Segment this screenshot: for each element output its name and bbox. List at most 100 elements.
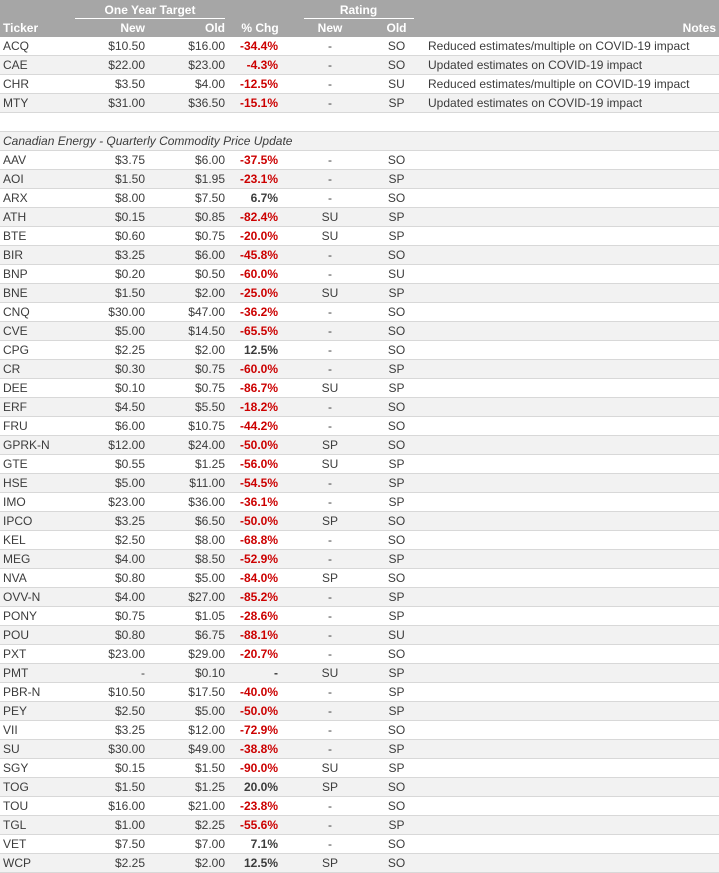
table-row: ACQ $10.50 $16.00 -34.4% - SO Reduced estimate… [0,37,719,56]
pct-change-cell: -15.1% [228,93,292,113]
target-new-cell: $1.50 [72,777,148,797]
rating-new-cell: - [292,701,368,721]
rating-old-cell: SO [368,435,425,455]
target-old-cell: $49.00 [148,739,228,759]
pct-change-cell: -72.9% [228,720,292,740]
target-old-cell: $6.00 [148,245,228,265]
notes-cell [425,644,719,664]
target-old-cell: $5.50 [148,397,228,417]
spacer-row [0,112,719,132]
target-old-cell: $0.75 [148,378,228,398]
ticker-cell: ERF [0,397,72,417]
table-row: DEE $0.10 $0.75 -86.7% SU SP [0,378,719,398]
pct-change-cell: - [228,663,292,683]
table-row: CAE $22.00 $23.00 -4.3% - SO Updated estimates… [0,55,719,75]
table-row: HSE $5.00 $11.00 -54.5% - SP [0,473,719,493]
rating-new-cell: - [292,340,368,360]
notes-cell [425,264,719,284]
rating-new-cell: - [292,169,368,189]
rating-old-cell: SP [368,587,425,607]
rating-old-cell: SP [368,93,425,113]
target-old-cell: $0.85 [148,207,228,227]
rating-new-cell: SU [292,663,368,683]
pct-change-cell: -4.3% [228,55,292,75]
rating-new-cell: - [292,245,368,265]
table-row: PXT $23.00 $29.00 -20.7% - SO [0,644,719,664]
ticker-cell: PMT [0,663,72,683]
table-row: SGY $0.15 $1.50 -90.0% SU SP [0,758,719,778]
pct-change-cell: 12.5% [228,853,292,873]
header-group-row: One Year Target Rating [0,0,719,19]
rating-old-cell: SU [368,625,425,645]
notes-cell [425,397,719,417]
table-row: BNE $1.50 $2.00 -25.0% SU SP [0,283,719,303]
notes-cell [425,150,719,170]
pct-change-cell: 6.7% [228,188,292,208]
target-new-cell: $0.30 [72,359,148,379]
notes-cell [425,169,719,189]
table-row: SU $30.00 $49.00 -38.8% - SP [0,739,719,759]
target-old-cell: $14.50 [148,321,228,341]
rating-old-cell: SP [368,378,425,398]
target-old-cell: $36.50 [148,93,228,113]
table-row: CPG $2.25 $2.00 12.5% - SO [0,340,719,360]
pct-change-cell: -50.0% [228,701,292,721]
target-new-cell: $0.75 [72,606,148,626]
rating-new-cell: SP [292,777,368,797]
notes-cell [425,245,719,265]
target-old-cell: $2.00 [148,853,228,873]
target-old-cell: $12.00 [148,720,228,740]
table-row: IPCO $3.25 $6.50 -50.0% SP SO [0,511,719,531]
pct-change-cell: -25.0% [228,283,292,303]
pct-change-cell: -18.2% [228,397,292,417]
pct-change-cell: -37.5% [228,150,292,170]
rating-new-cell: - [292,188,368,208]
pct-change-cell: -56.0% [228,454,292,474]
target-new-cell: $7.50 [72,834,148,854]
ticker-column-header: Ticker [0,19,72,37]
ticker-cell: VII [0,720,72,740]
ticker-cell: WCP [0,853,72,873]
target-new-cell: $10.50 [72,682,148,702]
rating-new-cell: - [292,397,368,417]
table-row: FRU $6.00 $10.75 -44.2% - SO [0,416,719,436]
notes-cell [425,796,719,816]
pct-change-cell: 20.0% [228,777,292,797]
ticker-cell: GTE [0,454,72,474]
table-row: KEL $2.50 $8.00 -68.8% - SO [0,530,719,550]
rating-new-cell: SP [292,853,368,873]
rating-old-cell: SO [368,55,425,75]
rating-old-cell: SP [368,758,425,778]
notes-cell [425,321,719,341]
table-row: WCP $2.25 $2.00 12.5% SP SO [0,853,719,873]
table-row: ARX $8.00 $7.50 6.7% - SO [0,188,719,208]
target-new-column-header: New [72,19,148,37]
notes-cell [425,549,719,569]
rating-old-cell: SP [368,606,425,626]
rating-old-cell: SP [368,549,425,569]
rating-old-cell: SP [368,454,425,474]
target-new-cell: $8.00 [72,188,148,208]
notes-cell [425,378,719,398]
rating-new-cell: - [292,606,368,626]
notes-cell [425,416,719,436]
target-new-cell: $0.60 [72,226,148,246]
rating-new-cell: - [292,37,368,56]
ticker-cell: IPCO [0,511,72,531]
ticker-cell: BTE [0,226,72,246]
table-row: GTE $0.55 $1.25 -56.0% SU SP [0,454,719,474]
pct-change-cell: 12.5% [228,340,292,360]
table-row: NVA $0.80 $5.00 -84.0% SP SO [0,568,719,588]
target-old-cell: $27.00 [148,587,228,607]
pct-change-cell: -34.4% [228,37,292,56]
ticker-cell: TGL [0,815,72,835]
target-old-cell: $7.00 [148,834,228,854]
notes-cell: Updated estimates on COVID-19 impact [425,55,719,75]
target-new-cell: $23.00 [72,492,148,512]
rating-old-cell: SP [368,359,425,379]
target-new-cell: $10.50 [72,37,148,56]
rating-new-cell: - [292,625,368,645]
ticker-cell: PXT [0,644,72,664]
rating-old-cell: SO [368,37,425,56]
rating-old-cell: SO [368,720,425,740]
